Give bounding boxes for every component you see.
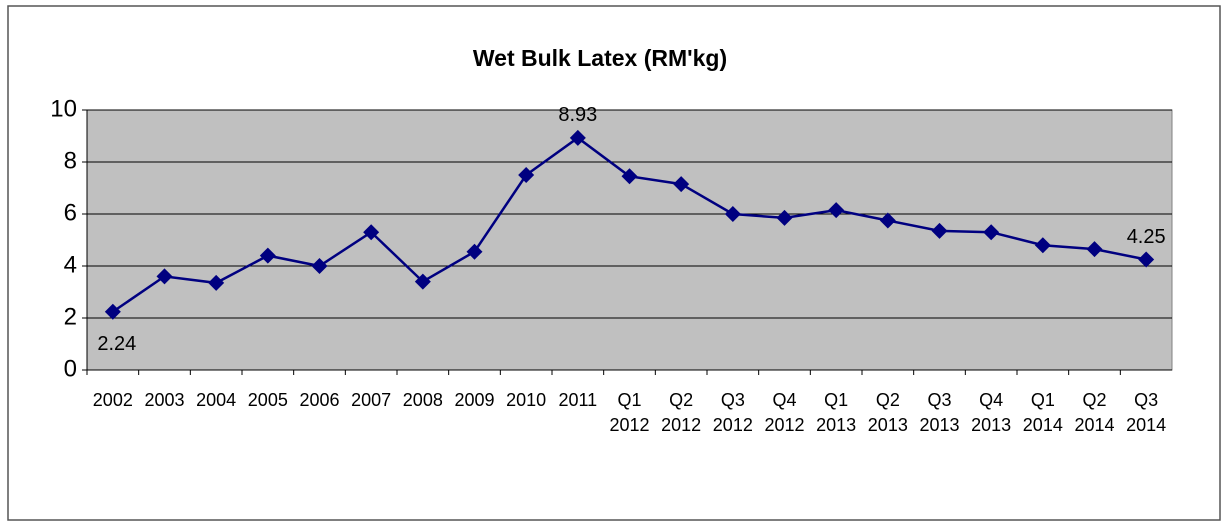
data-point bbox=[104, 303, 121, 320]
data-point bbox=[828, 202, 845, 219]
y-tick-label: 6 bbox=[64, 199, 77, 226]
data-point bbox=[518, 167, 535, 183]
data-point bbox=[1086, 241, 1103, 258]
x-tick-label: Q1 2014 bbox=[1022, 390, 1063, 435]
y-tick-label: 2 bbox=[64, 303, 77, 330]
data-point bbox=[208, 274, 225, 291]
x-tick-label: 2007 bbox=[351, 390, 392, 410]
y-tick-label: 8 bbox=[64, 147, 77, 174]
data-point bbox=[673, 176, 690, 193]
data-point bbox=[569, 129, 586, 146]
x-tick-label: 2010 bbox=[506, 390, 547, 410]
y-tick-label: 4 bbox=[64, 251, 77, 278]
data-point bbox=[776, 209, 793, 226]
x-tick-label: 2011 bbox=[558, 390, 598, 410]
x-tick-label: 2009 bbox=[454, 390, 495, 410]
data-point bbox=[1138, 251, 1155, 268]
data-point bbox=[931, 222, 948, 239]
data-point bbox=[724, 206, 741, 222]
x-tick-label: Q3 2012 bbox=[712, 390, 753, 435]
y-tick-label: 10 bbox=[50, 95, 77, 122]
data-point bbox=[414, 273, 431, 290]
data-point bbox=[311, 258, 328, 274]
data-label: 8.93 bbox=[558, 104, 597, 126]
x-tick-label: Q2 2013 bbox=[867, 390, 908, 435]
x-tick-label: Q2 2014 bbox=[1074, 390, 1115, 435]
x-tick-label: 2008 bbox=[402, 390, 443, 410]
x-tick-label: 2004 bbox=[196, 390, 237, 410]
data-label: 2.24 bbox=[97, 333, 136, 355]
x-tick-label: 2002 bbox=[92, 390, 133, 410]
data-point bbox=[879, 212, 896, 229]
x-tick-label: Q4 2013 bbox=[971, 390, 1012, 435]
data-point bbox=[1034, 237, 1051, 254]
x-tick-label: Q3 2013 bbox=[919, 390, 960, 435]
x-tick-label: 2003 bbox=[144, 390, 185, 410]
data-point bbox=[466, 243, 483, 260]
x-tick-label: Q1 2012 bbox=[609, 390, 650, 435]
y-tick-label: 0 bbox=[64, 355, 77, 382]
chart-title: Wet Bulk Latex (RM'kg) bbox=[473, 45, 727, 71]
plot-area bbox=[86, 109, 1173, 371]
data-point bbox=[363, 224, 380, 241]
x-tick-label: 2006 bbox=[299, 390, 340, 410]
data-point bbox=[621, 168, 638, 185]
data-label: 4.25 bbox=[1127, 226, 1166, 248]
x-tick-label: Q1 2013 bbox=[816, 390, 857, 435]
x-tick-label: Q2 2012 bbox=[661, 390, 702, 435]
x-tick-label: Q3 2014 bbox=[1126, 390, 1167, 435]
data-point bbox=[156, 268, 173, 285]
data-point bbox=[983, 224, 1000, 241]
x-tick-label: 2005 bbox=[247, 390, 288, 410]
x-tick-label: Q4 2012 bbox=[764, 390, 805, 435]
data-point bbox=[259, 247, 276, 264]
